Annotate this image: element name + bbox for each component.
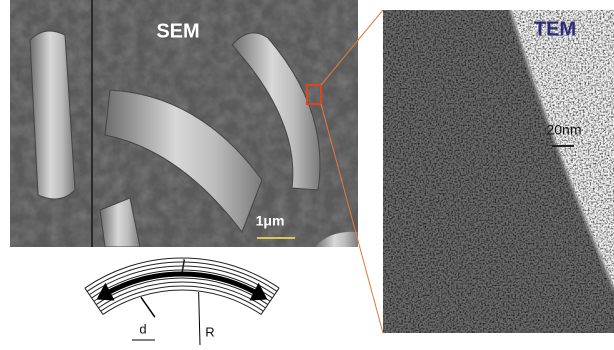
sem-label: SEM <box>156 20 199 42</box>
schematic-part <box>199 292 200 345</box>
schematic-part <box>141 297 155 317</box>
radius-label: R <box>205 324 214 339</box>
length-label: l <box>180 256 185 276</box>
sem-scale-label: 1μm <box>256 213 285 229</box>
tem-scale-label: 20nm <box>546 122 581 138</box>
thickness-label: d <box>139 321 146 336</box>
tem-label: TEM <box>534 18 576 40</box>
schematic-part <box>103 290 261 314</box>
figure: SEM 1μm TEM 20nm l d R <box>0 0 614 350</box>
tem-panel: TEM 20nm <box>383 10 614 333</box>
sem-panel: SEM 1μm <box>10 0 358 247</box>
